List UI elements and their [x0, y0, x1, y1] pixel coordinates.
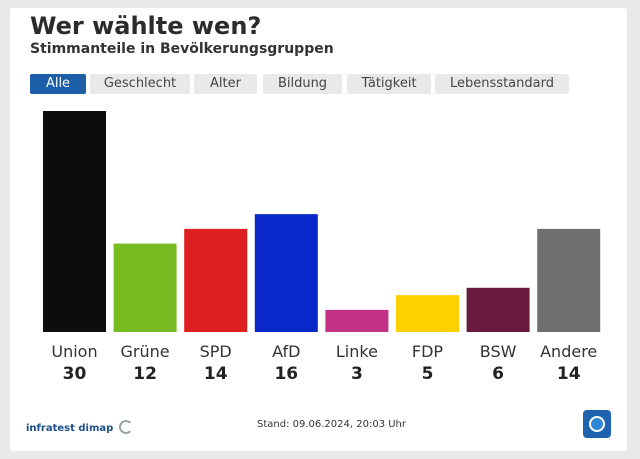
tab-lebensstandard[interactable]: Lebensstandard	[435, 74, 569, 94]
bar-spd	[184, 228, 248, 332]
brand-infratest: infratest dimap	[26, 420, 133, 434]
chart-card: Wer wählte wen? Stimmanteile in Bevölker…	[10, 8, 627, 451]
page-title: Wer wählte wen?	[30, 12, 262, 40]
value-label: 12	[133, 364, 157, 384]
tagesschau-logo-icon	[583, 410, 611, 438]
bar-bsw	[466, 287, 530, 332]
value-label: 30	[63, 364, 87, 384]
value-label: 14	[557, 364, 581, 384]
tab-geschlecht[interactable]: Geschlecht	[90, 74, 190, 94]
category-label: AfD	[272, 342, 300, 361]
category-label: SPD	[200, 342, 232, 361]
category-label: FDP	[412, 342, 444, 361]
value-label: 16	[274, 364, 298, 384]
tab-bildung[interactable]: Bildung	[263, 74, 342, 94]
category-label: Andere	[540, 342, 597, 361]
tab-alter[interactable]: Alter	[194, 74, 257, 94]
tab-alle[interactable]: Alle	[30, 74, 86, 94]
value-label: 6	[492, 364, 504, 384]
value-label: 5	[422, 364, 434, 384]
timestamp: Stand: 09.06.2024, 20:03 Uhr	[257, 419, 407, 430]
category-label: BSW	[480, 342, 517, 361]
bar-gr-ne	[113, 243, 177, 332]
tab-taetigkeit[interactable]: Tätigkeit	[347, 74, 431, 94]
bar-fdp	[396, 295, 459, 332]
category-label: Linke	[336, 342, 378, 361]
bar-andere	[537, 228, 601, 332]
brand-label: infratest dimap	[26, 423, 114, 434]
bar-chart: Union 30 Grüne 12 SPD 14 AfD 16 Linke 3 FDP 5 BSW 6 An…	[43, 111, 601, 384]
brand-mark-icon	[118, 420, 133, 434]
bar-linke	[325, 309, 389, 332]
value-label: 3	[351, 364, 363, 384]
category-label: Union	[51, 342, 97, 361]
page-subtitle: Stimmanteile in Bevölkerungsgruppen	[30, 41, 334, 57]
bar-union	[43, 111, 106, 332]
logo-globe-icon	[589, 416, 605, 432]
value-label: 14	[204, 364, 228, 384]
category-label: Grüne	[121, 342, 170, 361]
bar-afd	[254, 214, 318, 332]
